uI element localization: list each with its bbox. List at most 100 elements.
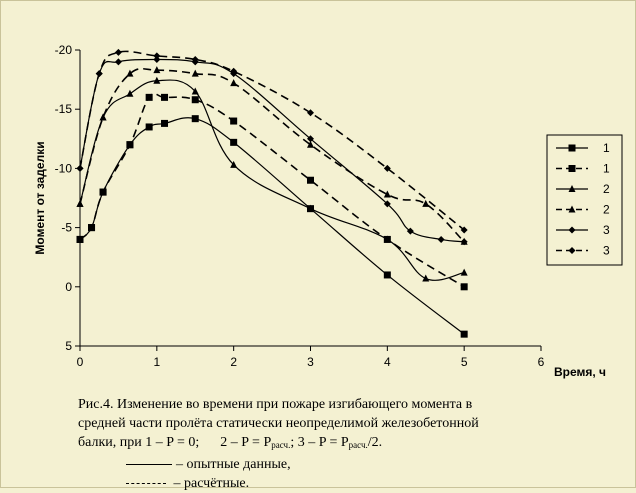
caption-legend-solid-text: – опытные данные,: [176, 457, 291, 472]
data-point: [383, 164, 391, 172]
data-point: [406, 227, 414, 235]
data-point: [161, 119, 169, 127]
legend-marker: [568, 226, 576, 234]
series-line: [79, 67, 465, 243]
caption-case-3: ; 3 – P = P: [290, 435, 349, 450]
data-point: [95, 70, 103, 78]
x-tick-label: 6: [538, 355, 545, 369]
data-point: [307, 204, 314, 212]
y-tick-label: -15: [55, 102, 73, 116]
solid-line-sample: [126, 464, 172, 466]
series-line: [79, 79, 465, 281]
caption-case-2: 2 – P = P: [220, 435, 272, 450]
series-1: [76, 115, 468, 338]
x-tick-label: 2: [230, 355, 237, 369]
caption-case-1: балки, при 1 – P = 0;: [78, 435, 200, 450]
data-point: [460, 226, 468, 234]
data-point: [230, 117, 238, 125]
y-tick-label: -20: [55, 43, 73, 57]
data-point: [145, 123, 153, 131]
caption-legend-solid: – опытные данные,: [78, 455, 618, 474]
data-point: [307, 135, 314, 143]
series-line: [79, 92, 465, 288]
series-line: [79, 50, 465, 231]
data-point: [307, 140, 314, 148]
data-point: [307, 176, 314, 184]
data-point: [153, 76, 161, 84]
legend-marker: [568, 144, 576, 152]
data-point: [230, 160, 238, 168]
caption-legend-dashed-text: – расчётные.: [173, 476, 250, 491]
data-point: [145, 93, 153, 101]
caption-legend-dashed: – расчётные.: [78, 474, 618, 493]
caption-sub-2: расч.: [348, 440, 368, 450]
data-point: [383, 235, 391, 243]
series-4: [76, 66, 468, 245]
data-point: [191, 87, 199, 95]
data-point: [422, 274, 430, 282]
y-tick-label: -10: [55, 161, 73, 175]
caption-case-3-end: /2.: [367, 435, 383, 450]
legend: 1 1 2 2 3 3: [546, 134, 623, 266]
x-tick-label: 4: [384, 355, 391, 369]
legend-entry: 3: [603, 244, 610, 258]
data-point: [126, 89, 134, 97]
legend-marker: [568, 165, 576, 172]
legend-box: [546, 134, 623, 266]
legend-entry: 2: [603, 203, 610, 217]
data-point: [153, 66, 161, 74]
data-point: [383, 271, 391, 279]
series-6: [76, 48, 468, 234]
data-point: [460, 330, 468, 338]
series-line: [79, 58, 465, 243]
x-tick-label: 0: [77, 355, 84, 369]
data-point: [383, 200, 391, 208]
x-tick-label: 5: [461, 355, 468, 369]
data-point: [114, 48, 122, 56]
y-axis-title: Момент от заделки: [33, 141, 47, 254]
figure-caption: Рис.4. Изменение во времени при пожаре и…: [78, 395, 618, 493]
data-point: [161, 93, 169, 101]
legend-entry: 1: [603, 141, 610, 155]
data-point: [191, 55, 199, 63]
data-point: [230, 67, 238, 75]
legend-marker: [568, 205, 576, 213]
data-point: [88, 224, 96, 232]
legend-marker: [568, 185, 576, 192]
legend-entry: 3: [603, 223, 610, 237]
data-point: [191, 69, 199, 77]
legend-entry: 2: [603, 182, 610, 196]
data-point: [153, 52, 161, 60]
data-point: [153, 55, 161, 63]
data-point: [422, 199, 430, 207]
y-tick-label: -5: [61, 221, 72, 235]
data-point: [191, 96, 199, 104]
data-point: [460, 283, 468, 291]
y-tick-label: 5: [65, 339, 72, 353]
data-point: [99, 188, 107, 196]
data-point: [460, 238, 468, 246]
data-point: [126, 69, 134, 77]
x-tick-label: 3: [307, 355, 314, 369]
series-3: [76, 76, 468, 282]
plot-area: [76, 48, 468, 338]
caption-line-3: балки, при 1 – P = 0; 2 – P = P расч.; 3 …: [78, 433, 618, 455]
caption-line-2: средней части пролёта статически неопред…: [78, 416, 479, 431]
data-point: [114, 58, 122, 66]
data-point: [437, 235, 445, 243]
y-tick-label: 0: [65, 280, 72, 294]
data-point: [460, 268, 468, 276]
data-point: [230, 79, 238, 87]
legend-entry: 1: [603, 162, 610, 176]
data-point: [99, 113, 107, 121]
series-line: [79, 117, 465, 335]
x-tick-label: 1: [153, 355, 160, 369]
data-point: [230, 138, 238, 146]
data-point: [126, 141, 134, 149]
x-axis-title: Время, ч: [554, 365, 606, 379]
caption-line-1: Рис.4. Изменение во времени при пожаре и…: [78, 397, 473, 412]
data-point: [383, 190, 391, 198]
data-point: [307, 109, 314, 117]
